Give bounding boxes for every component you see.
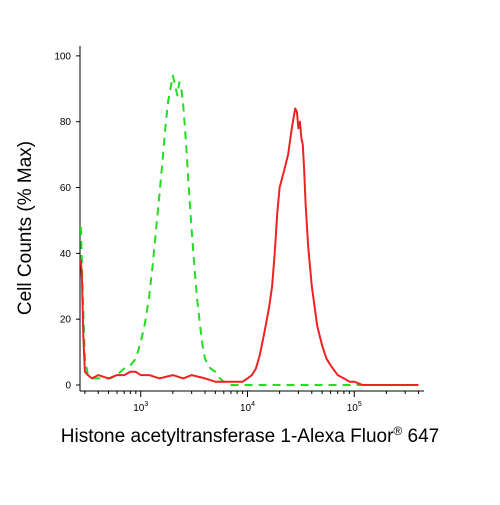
y-tick-label: 20	[60, 315, 72, 326]
x-tick-label: 104	[240, 401, 255, 414]
x-axis-label-suffix: 647	[402, 426, 440, 447]
series-layer	[79, 74, 419, 386]
y-tick-label: 80	[60, 117, 72, 128]
plot-frame	[79, 46, 424, 392]
x-axis-label-superscript: ®	[393, 424, 403, 438]
y-axis-ticks: 0 20 40 60 80 100	[54, 51, 80, 392]
histogram-series-2	[79, 107, 419, 386]
x-axis-ticks: 103 104 105	[84, 391, 420, 414]
x-axis-label-main: Histone acetyltransferase 1-Alexa Fluor	[60, 426, 394, 447]
y-axis-label: Cell Counts (% Max)	[15, 140, 36, 316]
x-tick-label: 105	[347, 401, 362, 414]
y-tick-label: 40	[60, 249, 72, 260]
x-axis-label: Histone acetyltransferase 1-Alexa Fluor®…	[0, 424, 500, 448]
x-tick-label: 103	[133, 401, 148, 414]
y-tick-label: 60	[60, 183, 72, 194]
histogram-series-1	[79, 74, 387, 386]
y-tick-label: 100	[54, 51, 71, 62]
y-tick-label: 0	[65, 381, 71, 392]
